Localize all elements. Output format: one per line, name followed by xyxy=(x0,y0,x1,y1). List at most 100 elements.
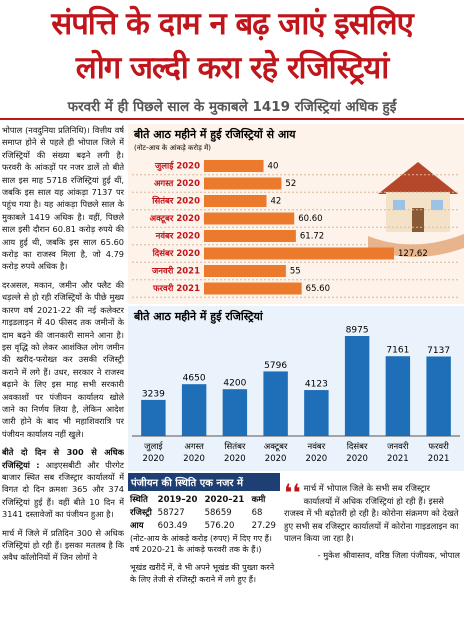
value-label: 61.72 xyxy=(300,232,324,242)
label-line: 2020 xyxy=(306,454,328,464)
category-label: नवंबर 2020 xyxy=(155,231,200,242)
value-label: 8975 xyxy=(346,326,369,336)
category-label: अक्टूबर 2020 xyxy=(264,442,288,464)
category-label: अगस्त 2020 xyxy=(183,442,205,464)
label-line: 2020 xyxy=(143,454,165,464)
label-line: जनवरी xyxy=(387,441,409,452)
category-label: जुलाई 2020 xyxy=(143,441,165,464)
cell: आय xyxy=(130,521,144,531)
bar xyxy=(344,336,370,436)
paragraph: दरअसल, मकान, जमीन और फ्लैट की धड़ल्ले से… xyxy=(2,279,124,439)
value-label: 7137 xyxy=(427,346,450,356)
subheadline: फरवरी में ही पिछले साल के मुकाबले 1419 र… xyxy=(0,97,464,120)
quote-text: मार्च में भोपाल जिले के सभी सब रजिस्ट्रा… xyxy=(284,483,459,543)
table-note: (नोट-आय के आंकड़े करोड़ (रुपए) में दिए ग… xyxy=(130,534,272,554)
value-label: 52 xyxy=(285,179,296,189)
value-label: 4200 xyxy=(223,379,246,389)
label-line: अगस्त xyxy=(184,442,204,452)
quote-box: ❛❛ मार्च में भोपाल जिले के सभी सब रजिस्ट… xyxy=(284,479,460,621)
chart-note: (नोट-आय के आंकड़े करोड़ में) xyxy=(134,143,211,152)
bar xyxy=(222,389,248,436)
label-line: 2020 xyxy=(224,454,246,464)
category-label: जनवरी 2021 xyxy=(151,266,200,277)
label-line: 2020 xyxy=(265,454,287,464)
cell: रजिस्ट्री xyxy=(130,508,152,518)
bar xyxy=(204,230,296,242)
table: स्थिति 2019–20 2020–21 कमी रजिस्ट्री 587… xyxy=(128,493,280,532)
cell: 27.29 xyxy=(251,520,276,531)
quote-mark: ❛❛ xyxy=(284,479,301,507)
value-label: 127.62 xyxy=(398,249,428,259)
value-label: 4123 xyxy=(305,380,328,390)
bar xyxy=(204,212,295,225)
category-label: नवंबर 2020 xyxy=(306,441,328,464)
bar xyxy=(204,160,264,172)
label-line: 2020 xyxy=(346,454,368,464)
value-label: 55 xyxy=(290,267,301,277)
category-label: जनवरी 2021 xyxy=(387,441,409,464)
category-label: फरवरी 2021 xyxy=(428,441,450,464)
value-label: 5796 xyxy=(264,361,287,371)
value-label: 40 xyxy=(268,162,279,172)
category-label: फरवरी 2021 xyxy=(152,283,200,294)
header-cell: कमी xyxy=(251,495,266,505)
cell: 58659 xyxy=(204,507,232,518)
bar xyxy=(141,399,166,436)
headline: संपत्ति के दाम न बढ़ जाएं इसलिए xyxy=(51,6,414,42)
table-header: स्थिति 2019–20 2020–21 कमी xyxy=(128,493,280,506)
cell: 576.20 xyxy=(204,520,235,531)
quote-attribution: - मुकेश श्रीवास्तव, वरिष्ठ जिला पंजीयक, … xyxy=(317,549,460,560)
value-label: 60.60 xyxy=(298,214,322,224)
bar xyxy=(426,356,451,436)
label-line: 2020 xyxy=(183,454,205,464)
label-line: जुलाई xyxy=(144,441,163,452)
header-cell: स्थिति xyxy=(130,495,148,505)
status-table: पंजीयन की स्थिति एक नजर में स्थिति 2019–… xyxy=(128,473,280,621)
subheading: बीते दो दिन से 300 से अधिक रजिस्ट्रियां … xyxy=(2,447,124,470)
paragraph: मार्च में जिले में प्रतिदिन 300 से अधिक … xyxy=(2,527,124,563)
category-label: दिसंबर 2020 xyxy=(346,441,368,464)
table-row: रजिस्ट्री 58727 58659 68 xyxy=(128,506,280,519)
label-line: 2021 xyxy=(387,454,409,464)
bar xyxy=(204,282,302,295)
category-label: सितंबर 2020 xyxy=(224,441,246,464)
bar xyxy=(385,356,411,436)
header-cell: 2020–21 xyxy=(204,494,245,505)
category-label: जुलाई 2020 xyxy=(154,161,200,172)
value-label: 4650 xyxy=(183,374,206,384)
value-label: 3239 xyxy=(142,389,165,399)
label-line: सितंबर xyxy=(224,441,246,452)
category-label: दिसंबर 2020 xyxy=(152,248,200,259)
paragraph: बीते दो दिन से 300 से अधिक रजिस्ट्रियां … xyxy=(2,446,124,520)
chart-title: बीते आठ महीने में हुई रजिस्ट्रियां xyxy=(133,309,264,324)
bar xyxy=(304,390,329,436)
bar xyxy=(204,177,282,190)
registry-chart: बीते आठ महीने में हुई रजिस्ट्रियां 3239 जु… xyxy=(128,306,464,471)
cell: 58727 xyxy=(157,507,185,518)
chart-bg xyxy=(128,306,464,471)
label-line: फरवरी xyxy=(428,441,449,452)
income-chart: बीते आठ महीने में हुई रजिस्ट्रियों से आय… xyxy=(128,124,464,304)
paragraph: भूखंड खरीदें में, वे भी अपने भूखंड की पु… xyxy=(130,563,275,584)
table-row: आय 603.49 576.20 27.29 xyxy=(128,519,280,532)
label-line: नवंबर xyxy=(307,441,325,452)
label-line: 2021 xyxy=(428,454,450,464)
cell: 603.49 xyxy=(157,520,188,531)
label-line: अक्टूबर xyxy=(264,442,288,452)
bar xyxy=(204,195,267,207)
bar xyxy=(204,247,394,260)
cell: 68 xyxy=(251,507,263,518)
category-label: अगस्त 2020 xyxy=(154,179,200,189)
category-label: सितंबर 2020 xyxy=(151,196,200,207)
bar xyxy=(181,384,207,436)
bar xyxy=(263,371,288,436)
chart-title: बीते आठ महीने में हुई रजिस्ट्रियों से आय xyxy=(133,127,296,142)
paragraph: आइएसबीटी और पीरगेट बाजार स्थित सब रजिस्ट… xyxy=(2,459,124,520)
value-label: 65.60 xyxy=(306,284,330,294)
headline: लोग जल्दी करा रहे रजिस्ट्रियां xyxy=(75,50,390,86)
paragraph: भोपाल (नवदुनिया प्रतिनिधि)। वित्तीय वर्ष… xyxy=(2,125,124,272)
category-label: अक्टूबर 2020 xyxy=(150,214,200,224)
label-line: दिसंबर xyxy=(347,441,368,452)
value-label: 42 xyxy=(271,197,282,207)
